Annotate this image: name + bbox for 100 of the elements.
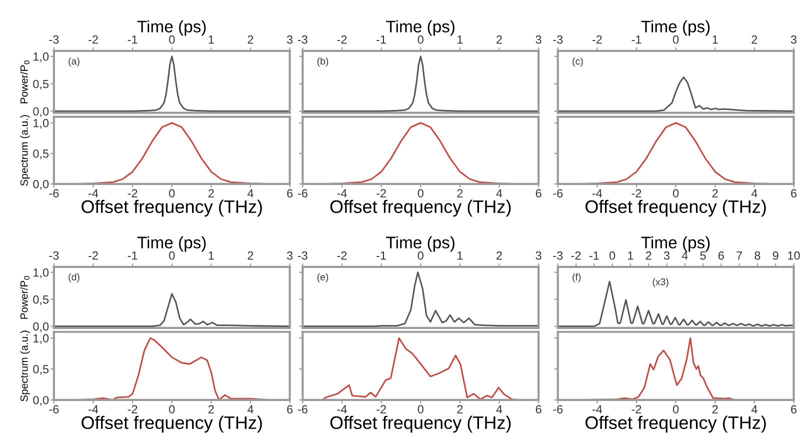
- x-tick-label: 9: [772, 251, 778, 260]
- y-tick-label: 0,5: [33, 295, 49, 306]
- x-tick-label: -1: [632, 35, 642, 44]
- annotation: (e): [317, 273, 328, 282]
- y-axis-title: Power/P$_{0}$: [20, 276, 30, 319]
- x-tick-label: 2: [208, 405, 214, 414]
- x-tick-label: -1: [589, 251, 599, 260]
- x-tick-label: 2: [248, 251, 254, 260]
- x-tick-label: 1: [458, 251, 463, 260]
- x-tick-label: -6: [553, 405, 563, 414]
- x-tick-label: -3: [298, 35, 308, 44]
- x-tick-label: 4: [496, 405, 502, 414]
- x-axis-title: Time (ps): [386, 236, 454, 252]
- x-tick-label: -1: [128, 35, 138, 44]
- x-tick-label: -6: [298, 405, 308, 414]
- x-tick-label: -2: [337, 251, 347, 260]
- x-tick-label: 0: [672, 189, 679, 198]
- x-tick-label: 0: [169, 251, 175, 260]
- x-tick-label: -6: [49, 189, 59, 198]
- y-tick-label: 0,0: [33, 322, 49, 332]
- x-tick-label: 1: [712, 35, 718, 44]
- x-tick-label: -2: [571, 251, 581, 260]
- y-tick-label: 1,0: [34, 268, 49, 278]
- x-tick-label: -4: [88, 405, 98, 414]
- x-tick-label: 4: [247, 189, 254, 198]
- annotation: (b): [317, 57, 328, 67]
- x-tick-label: -2: [592, 35, 602, 44]
- x-tick-label: 2: [712, 189, 718, 198]
- x-tick-label: -2: [376, 189, 386, 198]
- x-tick-label: 0: [418, 35, 424, 44]
- x-tick-label: 6: [791, 189, 796, 198]
- y-tick-label: 0,0: [33, 396, 49, 406]
- x-tick-label: -2: [632, 189, 642, 198]
- x-tick-label: 3: [536, 35, 542, 44]
- annotation: (x3): [652, 278, 668, 288]
- x-tick-label: 4: [751, 189, 758, 198]
- x-tick-label: -3: [298, 251, 308, 260]
- y-axis-title: Spectrum (a.u.): [20, 330, 30, 402]
- x-tick-label: 2: [752, 35, 758, 44]
- x-tick-label: 0: [609, 251, 616, 260]
- x-axis-title: Offset frequency (THz): [82, 416, 262, 433]
- x-axis-title: Offset frequency (THz): [586, 416, 766, 433]
- x-tick-label: -6: [49, 405, 59, 414]
- x-tick-label: 2: [457, 189, 463, 198]
- y-axis-title: Power/P$_{0}$: [20, 60, 30, 104]
- x-tick-label: 6: [287, 189, 293, 198]
- x-tick-label: -3: [49, 251, 59, 260]
- annotation: (f): [572, 273, 581, 282]
- x-tick-label: 0: [169, 35, 175, 44]
- x-tick-label: -6: [553, 189, 563, 198]
- y-tick-label: 0,5: [33, 149, 49, 160]
- x-tick-label: 4: [682, 251, 688, 260]
- y-tick-label: 0,0: [33, 107, 49, 117]
- x-axis-title: Time (ps): [137, 20, 206, 36]
- x-axis-title: Offset frequency (THz): [330, 200, 511, 217]
- x-tick-label: -2: [337, 35, 347, 44]
- x-tick-label: -3: [553, 251, 563, 260]
- x-tick-label: 0: [418, 405, 424, 414]
- x-tick-label: 3: [664, 251, 670, 260]
- x-tick-label: -4: [592, 189, 602, 198]
- x-tick-label: 4: [496, 189, 502, 198]
- x-tick-label: -4: [88, 189, 98, 198]
- x-tick-label: -2: [128, 189, 138, 198]
- x-tick-label: 1: [208, 35, 214, 44]
- y-tick-label: 1,0: [34, 52, 49, 62]
- x-tick-label: -1: [376, 251, 386, 260]
- y-tick-label: 0,5: [33, 80, 49, 90]
- x-tick-label: 6: [536, 189, 542, 198]
- x-tick-label: -4: [337, 405, 347, 414]
- x-tick-label: 7: [736, 251, 742, 260]
- x-tick-label: 0: [418, 189, 424, 198]
- x-tick-label: 1: [208, 251, 214, 260]
- x-tick-label: 4: [751, 405, 758, 414]
- x-tick-label: 3: [790, 35, 796, 44]
- x-tick-label: 0: [169, 189, 175, 198]
- x-axis-title: Time (ps): [641, 20, 710, 36]
- x-tick-label: -4: [592, 405, 602, 414]
- x-tick-label: -2: [88, 35, 98, 44]
- x-tick-label: -3: [49, 35, 59, 44]
- x-tick-label: 2: [457, 405, 463, 414]
- x-tick-label: -1: [376, 35, 386, 44]
- x-tick-label: 1: [458, 35, 463, 44]
- x-axis-title: Time (ps): [137, 236, 206, 252]
- x-tick-label: -1: [128, 251, 138, 260]
- x-axis-title: Offset frequency (THz): [586, 200, 766, 217]
- x-tick-label: 0: [672, 35, 679, 44]
- x-tick-label: -4: [337, 189, 347, 198]
- x-tick-label: 2: [646, 251, 652, 260]
- x-tick-label: -3: [553, 35, 563, 44]
- y-tick-label: 1,0: [34, 334, 49, 344]
- x-tick-label: 6: [718, 251, 724, 260]
- x-tick-label: 0: [672, 405, 679, 414]
- y-axis-title: Spectrum (a.u.): [20, 115, 30, 186]
- x-tick-label: 0: [418, 251, 424, 260]
- x-tick-label: 3: [536, 251, 542, 260]
- x-tick-label: -2: [88, 251, 98, 260]
- x-tick-label: 8: [754, 251, 760, 260]
- annotation: (d): [68, 273, 80, 282]
- x-tick-label: 2: [208, 189, 214, 198]
- x-tick-label: 6: [287, 405, 293, 414]
